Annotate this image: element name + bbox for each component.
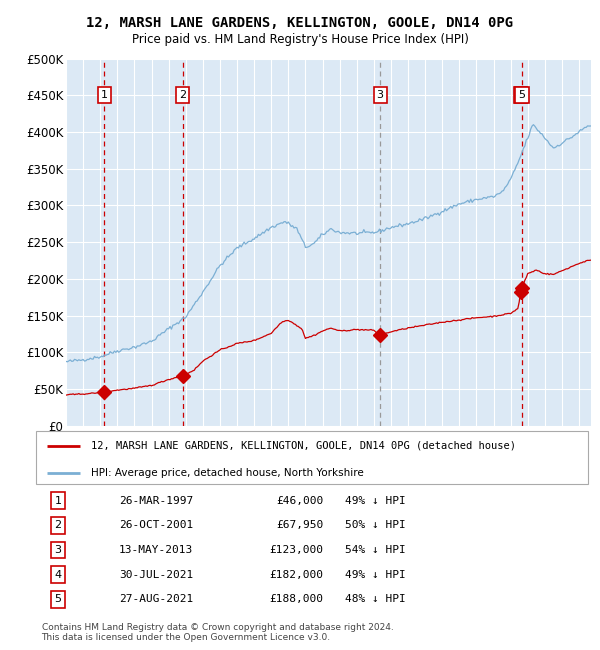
- Text: £182,000: £182,000: [269, 570, 323, 580]
- Text: 13-MAY-2013: 13-MAY-2013: [119, 545, 193, 555]
- Text: 12, MARSH LANE GARDENS, KELLINGTON, GOOLE, DN14 0PG: 12, MARSH LANE GARDENS, KELLINGTON, GOOL…: [86, 16, 514, 30]
- FancyBboxPatch shape: [36, 431, 588, 484]
- Text: 26-OCT-2001: 26-OCT-2001: [119, 521, 193, 530]
- Text: 49% ↓ HPI: 49% ↓ HPI: [345, 496, 406, 506]
- Text: 50% ↓ HPI: 50% ↓ HPI: [345, 521, 406, 530]
- Text: £67,950: £67,950: [276, 521, 323, 530]
- Text: 54% ↓ HPI: 54% ↓ HPI: [345, 545, 406, 555]
- Text: 3: 3: [377, 90, 383, 100]
- Text: 1: 1: [55, 496, 62, 506]
- Text: 5: 5: [55, 595, 62, 604]
- Text: 2: 2: [179, 90, 186, 100]
- Text: Price paid vs. HM Land Registry's House Price Index (HPI): Price paid vs. HM Land Registry's House …: [131, 32, 469, 46]
- Text: 12, MARSH LANE GARDENS, KELLINGTON, GOOLE, DN14 0PG (detached house): 12, MARSH LANE GARDENS, KELLINGTON, GOOL…: [91, 441, 516, 451]
- Text: 3: 3: [55, 545, 62, 555]
- Text: 2: 2: [55, 521, 62, 530]
- Text: 48% ↓ HPI: 48% ↓ HPI: [345, 595, 406, 604]
- Text: £188,000: £188,000: [269, 595, 323, 604]
- Text: 30-JUL-2021: 30-JUL-2021: [119, 570, 193, 580]
- Text: HPI: Average price, detached house, North Yorkshire: HPI: Average price, detached house, Nort…: [91, 467, 364, 478]
- Text: 27-AUG-2021: 27-AUG-2021: [119, 595, 193, 604]
- Text: 1: 1: [101, 90, 107, 100]
- Text: 4: 4: [517, 90, 524, 100]
- Text: £123,000: £123,000: [269, 545, 323, 555]
- Text: Contains HM Land Registry data © Crown copyright and database right 2024.
This d: Contains HM Land Registry data © Crown c…: [41, 623, 393, 642]
- Text: 26-MAR-1997: 26-MAR-1997: [119, 496, 193, 506]
- Text: 4: 4: [55, 570, 62, 580]
- Text: 5: 5: [518, 90, 526, 100]
- Text: 49% ↓ HPI: 49% ↓ HPI: [345, 570, 406, 580]
- Text: £46,000: £46,000: [276, 496, 323, 506]
